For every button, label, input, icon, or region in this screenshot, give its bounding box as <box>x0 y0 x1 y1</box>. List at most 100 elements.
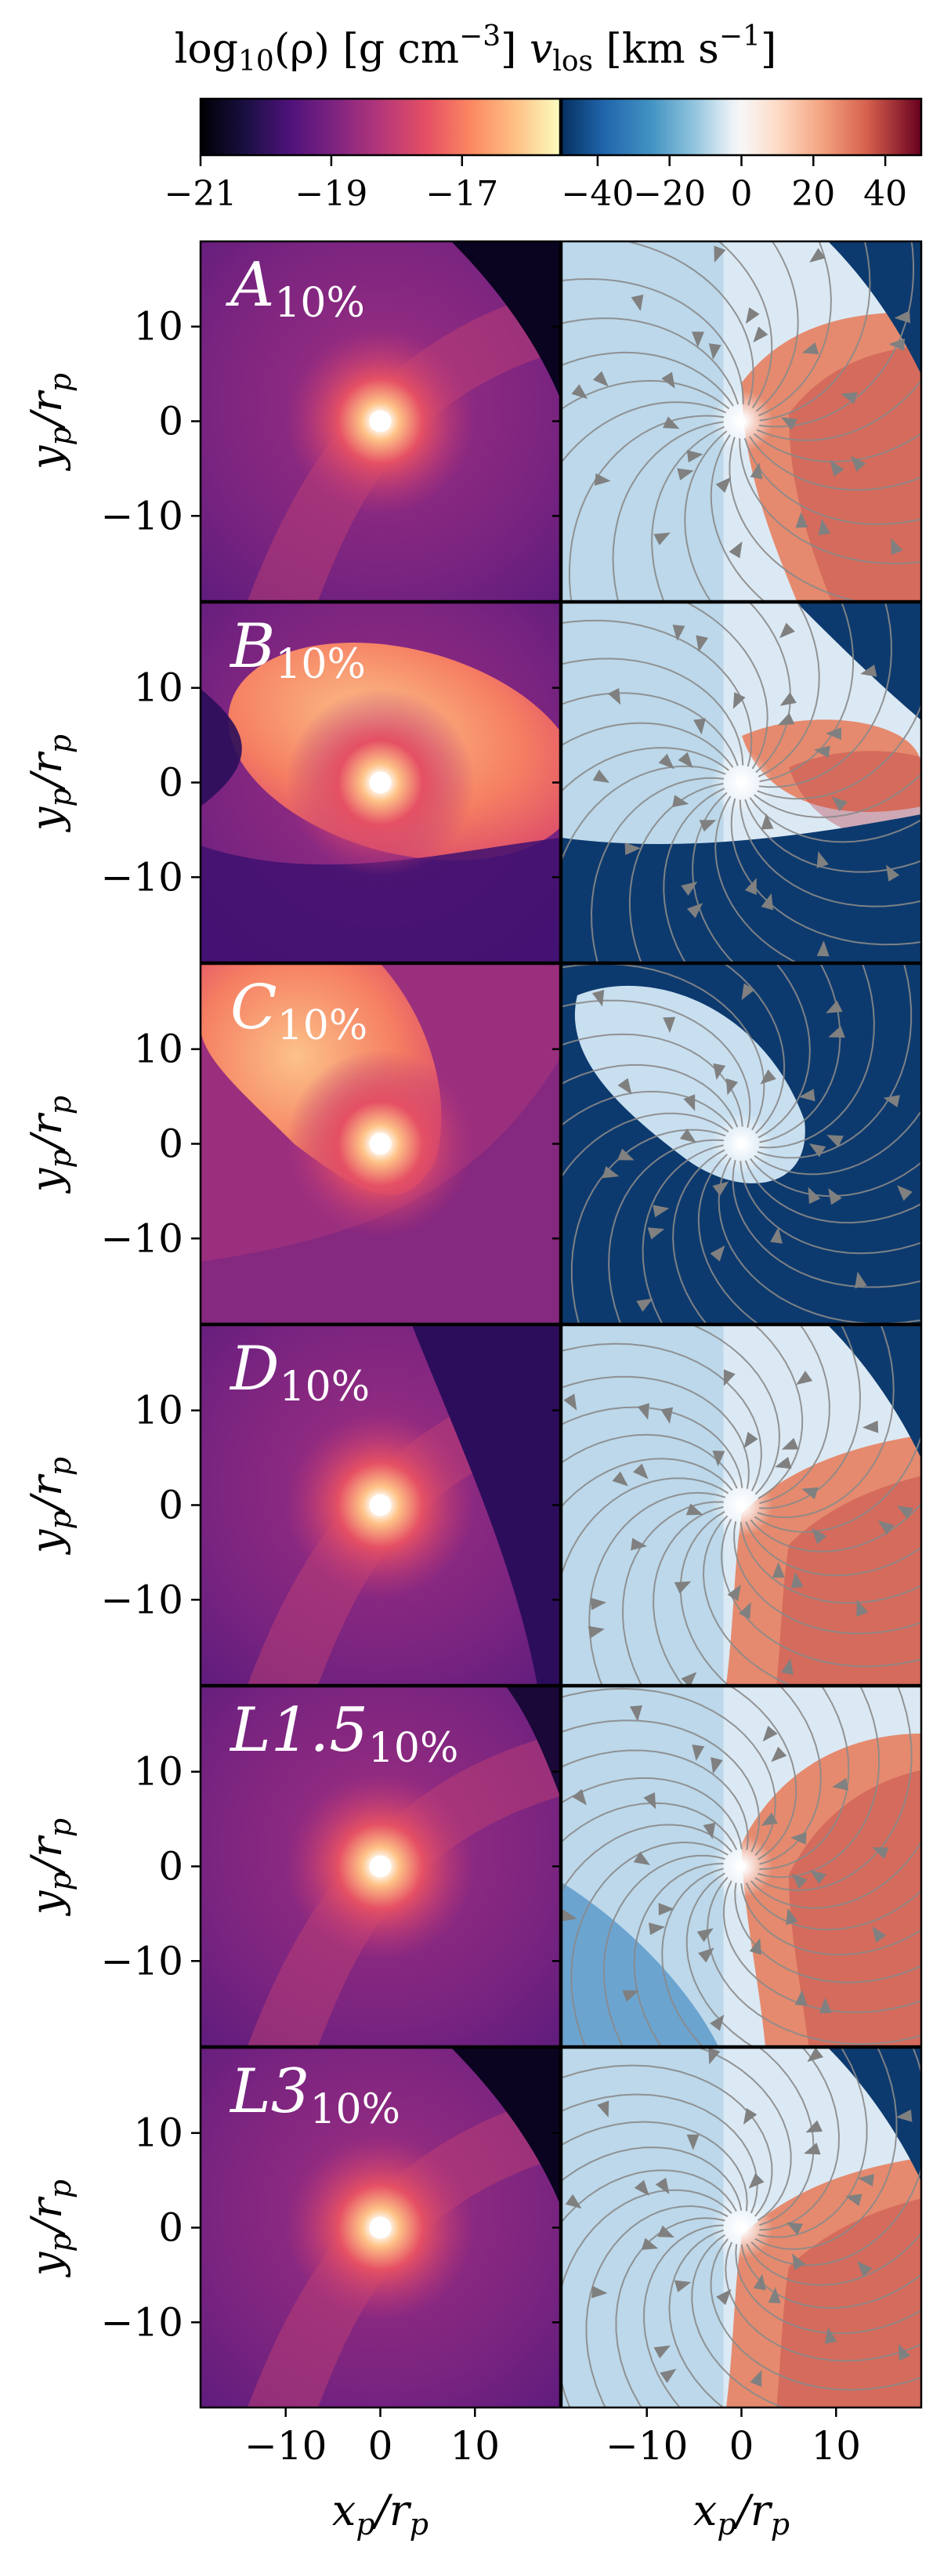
streamline-arrow <box>624 842 641 856</box>
streamline-arrow <box>686 450 703 463</box>
streamline-arrow <box>895 2109 913 2122</box>
colorbar-tick-label: 0 <box>731 174 753 214</box>
streamline-arrow <box>750 2370 762 2387</box>
streamline-arrow <box>683 1094 696 1111</box>
streamline-arrow <box>818 519 831 536</box>
streamline-arrow <box>760 1069 776 1085</box>
streamline-arrow <box>657 2225 674 2238</box>
y-axis-label: yp/rp <box>22 734 78 832</box>
streamline-arrow <box>663 416 680 429</box>
streamline-arrow <box>641 2237 659 2250</box>
y-tick-label: 10 <box>133 1388 183 1433</box>
streamline-arrow <box>714 245 726 263</box>
y-tick-label: 10 <box>133 1749 183 1795</box>
density-colorbar <box>199 97 562 157</box>
streamline-arrow <box>716 2288 732 2306</box>
streamline-arrow <box>710 2014 725 2031</box>
streamline-arrow <box>745 307 760 324</box>
streamline-arrow <box>630 1705 642 1722</box>
streamline-arrow <box>602 1165 620 1179</box>
streamlines <box>562 1325 921 1685</box>
streamline-arrow <box>738 1602 751 1619</box>
density-panel-l3: L310% <box>199 2046 562 2409</box>
streamlines <box>562 1687 921 2046</box>
streamline-arrow <box>845 2194 862 2206</box>
streamline-arrow <box>792 2253 806 2270</box>
streamline-arrow <box>588 1625 605 1639</box>
streamline-arrow <box>777 712 795 726</box>
streamline-arrow <box>894 310 911 324</box>
streamline-arrow <box>790 1571 804 1589</box>
streamline-arrow <box>692 1745 705 1762</box>
streamline-arrow <box>781 1437 799 1450</box>
velocity-colorbar <box>560 97 923 157</box>
streamline-arrow <box>862 1420 879 1433</box>
streamline-arrow <box>831 796 848 812</box>
streamline-arrow <box>672 625 685 641</box>
streamline-arrow <box>636 1298 653 1312</box>
panel-label: B10% <box>229 611 366 688</box>
axes-labels: 10 0 −10 yp/rp 10 0 −10 yp/rp 10 0 −10 yp/rp 10 0 −10 y… <box>22 304 861 2542</box>
streamline-arrow <box>692 332 705 348</box>
streamline-arrow <box>768 2287 781 2303</box>
panel-grid: A10% B10% C10% D10% L1.510% L310% <box>199 240 923 2409</box>
streamline-arrow <box>748 2172 765 2189</box>
y-tick-label: −10 <box>100 1938 183 1984</box>
streamline-arrow <box>693 718 706 735</box>
streamline-arrow <box>826 727 842 741</box>
streamline-arrow <box>672 795 689 807</box>
streamline-arrow <box>617 1148 635 1161</box>
streamline-arrow <box>872 1926 887 1943</box>
streamline-arrow <box>851 455 866 472</box>
streamline-arrow <box>831 1777 849 1791</box>
streamline-arrow <box>696 635 709 652</box>
y-axis-label: yp/rp <box>22 1457 78 1555</box>
colorbar-tick-label: −17 <box>425 174 498 214</box>
streamline-arrow <box>674 2280 692 2293</box>
streamline-arrow <box>883 1095 900 1107</box>
streamline-arrow <box>686 903 703 918</box>
streamline-arrow <box>898 2343 911 2361</box>
velocity-panel-c <box>560 962 923 1325</box>
streamline-arrow <box>790 1831 807 1845</box>
streamline-arrow <box>891 538 903 556</box>
streamline-arrow <box>678 752 693 769</box>
streamline-arrow <box>634 2179 649 2197</box>
streamline-arrow <box>856 1600 869 1617</box>
streamline-arrow <box>828 1188 842 1205</box>
streamline-arrow <box>779 622 795 639</box>
streamline-arrow <box>796 1371 813 1386</box>
y-tick-label: −10 <box>100 1216 183 1261</box>
streamline-arrow <box>732 692 746 709</box>
y-tick-label: 0 <box>158 2205 183 2251</box>
streamline-arrow <box>858 2174 874 2187</box>
streamline-arrow <box>712 1181 729 1196</box>
y-tick-label: 10 <box>133 665 183 711</box>
y-tick-label: 10 <box>133 1027 183 1072</box>
streamline-arrow <box>886 864 900 882</box>
streamline-arrow <box>643 1792 656 1810</box>
streamline-arrow <box>855 1271 867 1288</box>
streamline-arrow <box>617 1078 632 1095</box>
streamline-arrow <box>597 2100 609 2118</box>
streamline-arrow <box>663 1016 676 1033</box>
streamline-arrow <box>661 371 675 389</box>
streamline-arrow <box>703 1822 716 1839</box>
streamline-arrow <box>563 1393 577 1411</box>
streamline-arrow <box>808 1187 821 1205</box>
streamline-arrow <box>562 1909 577 1922</box>
streamline-arrow <box>637 1403 649 1420</box>
streamline-arrow <box>696 1928 714 1943</box>
streamline-arrow <box>860 664 877 677</box>
streamline-arrow <box>805 2120 823 2133</box>
streamline-arrow <box>708 2048 721 2065</box>
streamline-arrow <box>753 326 768 343</box>
velocity-panel-a <box>560 240 923 603</box>
colorbar-tick-label: −19 <box>295 174 367 214</box>
streamline-arrow <box>698 1947 714 1963</box>
streamline-arrow <box>660 2368 677 2383</box>
streamline-arrow <box>591 2285 608 2299</box>
streamline-arrow <box>685 1503 703 1516</box>
density-panel-l1-5: L1.510% <box>199 1685 562 2048</box>
